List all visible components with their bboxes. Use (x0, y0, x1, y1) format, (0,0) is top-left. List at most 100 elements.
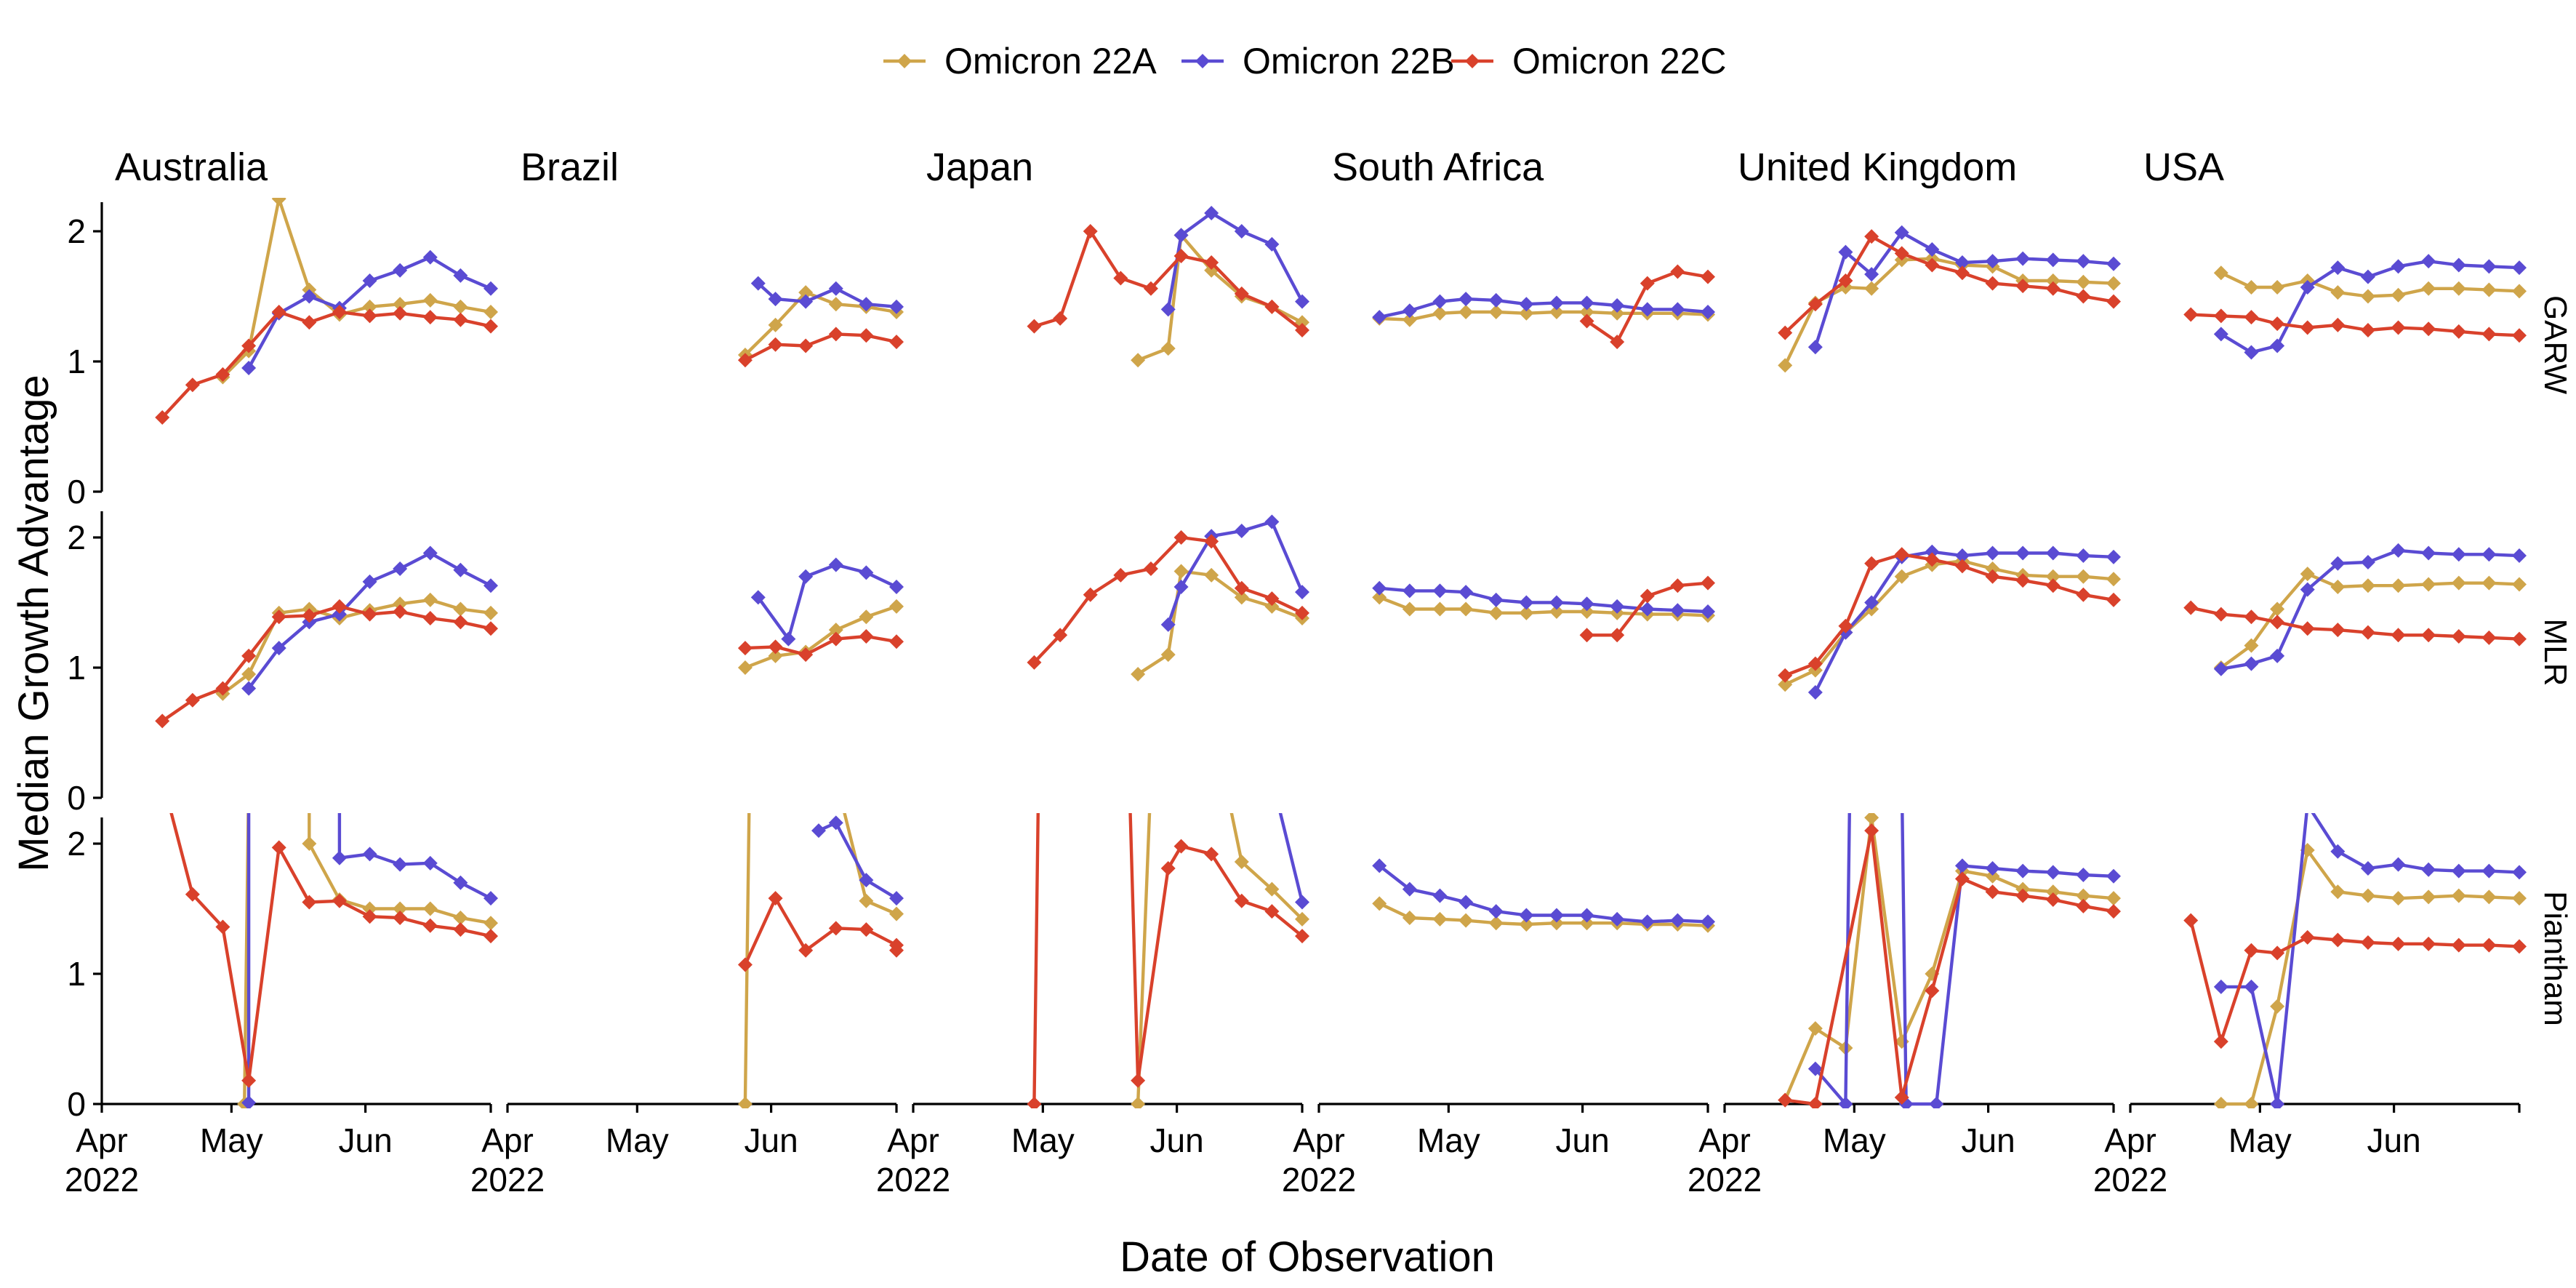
data-point-omicron-22a (2076, 274, 2091, 289)
data-point-omicron-22c (798, 943, 814, 958)
series-line-omicron-22b (816, 821, 899, 900)
x-tick-label: Jun (745, 1121, 798, 1159)
data-point-omicron-22c (2183, 600, 2199, 615)
series-line-omicron-22b (1166, 211, 1304, 311)
data-point-omicron-22a (2076, 569, 2091, 584)
strip-label-garw: GARW (2537, 295, 2573, 395)
data-point-omicron-22b (1670, 302, 1685, 317)
data-point-omicron-22c (2106, 592, 2121, 607)
data-point-omicron-22a (453, 911, 468, 926)
data-point-omicron-22b (2421, 545, 2436, 561)
data-point-omicron-22a (302, 836, 317, 851)
x-tick-year-label: 2022 (876, 1161, 950, 1199)
data-point-omicron-22b (2360, 269, 2375, 284)
series-group (1778, 225, 2121, 373)
data-point-omicron-22c (828, 631, 843, 647)
data-point-omicron-22a (2360, 578, 2375, 593)
data-point-omicron-22a (2330, 580, 2346, 595)
data-point-omicron-22c (1610, 335, 1625, 350)
legend-label: Omicron 22C (1512, 41, 1727, 81)
data-point-omicron-22a (2360, 888, 2375, 903)
data-point-omicron-22a (828, 297, 843, 312)
data-point-omicron-22c (1838, 273, 1853, 289)
series-group (169, 813, 498, 1108)
data-point-omicron-22c (768, 337, 783, 352)
data-point-omicron-22c (1925, 257, 1940, 273)
data-point-omicron-22c (1925, 983, 1940, 999)
series-line-omicron-22c (161, 310, 493, 420)
data-point-omicron-22c (2015, 888, 2031, 903)
data-point-omicron-22c (2300, 621, 2315, 636)
data-point-omicron-22c (422, 310, 438, 325)
data-point-omicron-22c (1204, 534, 1219, 549)
data-point-omicron-22b (768, 292, 783, 307)
data-point-omicron-22a (1234, 855, 1249, 870)
data-point-omicron-22b (859, 873, 874, 888)
data-point-omicron-22c (1113, 567, 1128, 583)
data-point-omicron-22b (2076, 548, 2091, 564)
data-point-omicron-22c (1670, 264, 1685, 279)
data-point-omicron-22b (1264, 236, 1280, 252)
data-point-omicron-22c (1173, 530, 1189, 545)
data-point-omicron-22b (1929, 1097, 1944, 1108)
y-tick-label: 2 (67, 519, 86, 556)
series-line-omicron-22c (2189, 313, 2521, 337)
data-point-omicron-22a (2481, 282, 2497, 297)
data-point-omicron-22b (2512, 260, 2527, 276)
data-point-omicron-22c (768, 891, 783, 906)
data-point-omicron-22b (2244, 656, 2259, 671)
data-point-omicron-22a (1519, 916, 1534, 932)
data-point-omicron-22b (1458, 895, 1474, 910)
data-point-omicron-22c (828, 327, 843, 342)
data-point-omicron-22a (2481, 889, 2497, 905)
data-point-omicron-22b (2391, 543, 2406, 558)
series-group (2183, 543, 2527, 676)
series-group (2183, 813, 2527, 1108)
legend-item-omicron-22c: Omicron 22C (1451, 41, 1727, 81)
panel-mlr-australia: 0 1 2 (67, 511, 498, 817)
data-point-omicron-22c (422, 610, 438, 625)
panel-garw-united-kingdom (1778, 225, 2121, 373)
data-point-omicron-22a (453, 299, 468, 314)
series-line-omicron-22c (1032, 535, 1304, 664)
data-point-omicron-22b (1838, 244, 1853, 260)
data-point-omicron-22c (155, 409, 170, 425)
x-axis-title: Date of Observation (1120, 1233, 1495, 1281)
series-group (1027, 813, 1309, 1108)
data-point-omicron-22b (1295, 585, 1309, 600)
data-point-omicron-22c (302, 895, 317, 910)
data-point-omicron-22b (1864, 595, 1879, 610)
data-point-omicron-22b (2270, 648, 2285, 663)
data-point-omicron-22a (2244, 279, 2259, 295)
data-point-omicron-22c (2391, 320, 2406, 335)
data-point-omicron-22b (2300, 279, 2315, 295)
data-point-omicron-22b (859, 297, 874, 312)
series-group (1372, 264, 1715, 350)
data-point-omicron-22b (1402, 303, 1417, 319)
data-point-omicron-22b (2360, 555, 2375, 570)
x-tick-label: Jun (2367, 1121, 2421, 1159)
x-tick-year-label: 2022 (65, 1161, 139, 1199)
data-point-omicron-22b (828, 281, 843, 296)
data-point-omicron-22b (241, 360, 257, 375)
data-point-omicron-22a (2421, 577, 2436, 592)
data-point-omicron-22b (271, 641, 286, 656)
data-point-omicron-22a (2451, 888, 2466, 903)
data-point-omicron-22b (1610, 599, 1625, 614)
data-point-omicron-22c (1807, 297, 1823, 312)
data-point-omicron-22b (1458, 292, 1474, 307)
data-point-omicron-22b (1610, 298, 1625, 313)
x-tick-label: May (1417, 1121, 1480, 1159)
data-point-omicron-22a (1432, 305, 1448, 321)
data-point-omicron-22a (241, 666, 257, 681)
data-point-omicron-22c (2512, 631, 2527, 647)
data-point-omicron-22a (1985, 868, 2000, 884)
legend: Omicron 22A Omicron 22B Omicron 22C (883, 41, 1727, 81)
data-point-omicron-22b (2451, 547, 2466, 562)
data-point-omicron-22c (1701, 575, 1715, 591)
data-point-omicron-22c (1027, 1097, 1042, 1108)
data-point-omicron-22c (2270, 945, 2285, 961)
series-line-omicron-22b (756, 281, 899, 308)
